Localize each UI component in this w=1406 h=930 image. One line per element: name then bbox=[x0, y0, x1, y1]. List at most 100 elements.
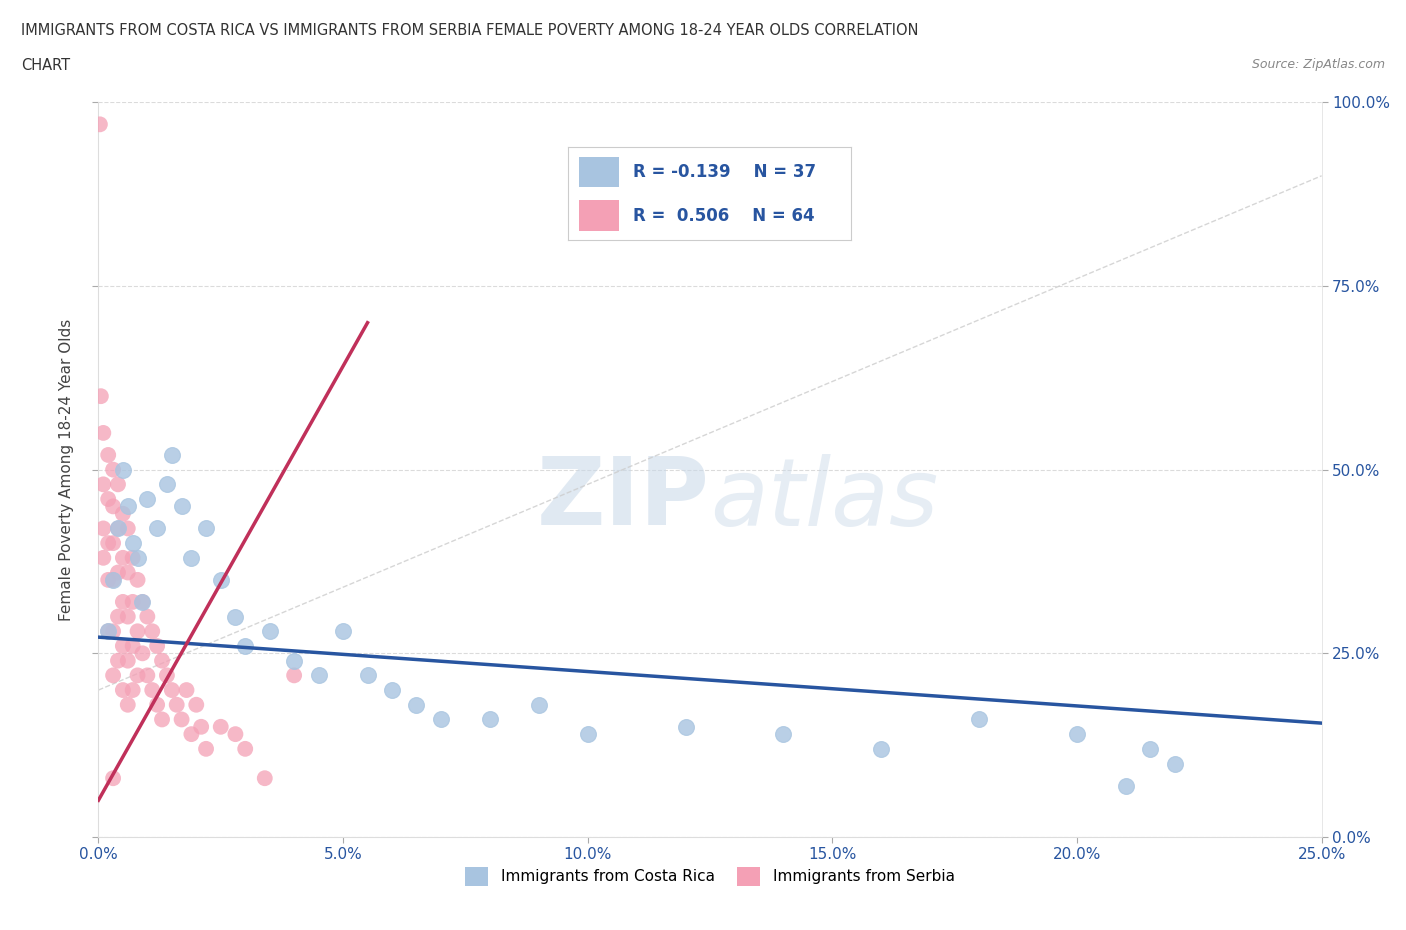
Point bbox=[195, 741, 218, 756]
Point bbox=[176, 683, 198, 698]
Point bbox=[253, 771, 276, 786]
Text: IMMIGRANTS FROM COSTA RICA VS IMMIGRANTS FROM SERBIA FEMALE POVERTY AMONG 18-24 : IMMIGRANTS FROM COSTA RICA VS IMMIGRANTS… bbox=[21, 23, 918, 38]
Point bbox=[209, 573, 232, 588]
Point bbox=[90, 389, 112, 404]
FancyBboxPatch shape bbox=[579, 201, 619, 232]
Point bbox=[166, 698, 188, 712]
Point bbox=[224, 726, 246, 741]
Point bbox=[160, 447, 183, 462]
Point bbox=[772, 726, 794, 741]
Point bbox=[156, 477, 179, 492]
Point bbox=[141, 624, 163, 639]
Point bbox=[170, 498, 193, 513]
Point bbox=[91, 521, 114, 536]
Text: Source: ZipAtlas.com: Source: ZipAtlas.com bbox=[1251, 58, 1385, 71]
Point bbox=[141, 683, 163, 698]
Point bbox=[117, 609, 139, 624]
Point bbox=[150, 653, 173, 668]
Point bbox=[91, 551, 114, 565]
Text: atlas: atlas bbox=[710, 454, 938, 545]
Text: ZIP: ZIP bbox=[537, 453, 710, 545]
Text: R = -0.139    N = 37: R = -0.139 N = 37 bbox=[633, 163, 817, 181]
Point bbox=[101, 536, 124, 551]
Point bbox=[101, 462, 124, 477]
FancyBboxPatch shape bbox=[579, 157, 619, 188]
Legend: Immigrants from Costa Rica, Immigrants from Serbia: Immigrants from Costa Rica, Immigrants f… bbox=[460, 861, 960, 892]
Point bbox=[127, 573, 149, 588]
Point bbox=[967, 712, 990, 727]
Point bbox=[1115, 778, 1137, 793]
Point bbox=[160, 683, 183, 698]
Point bbox=[111, 551, 134, 565]
Point bbox=[136, 609, 159, 624]
Point bbox=[186, 698, 208, 712]
Point bbox=[117, 498, 139, 513]
Point bbox=[136, 668, 159, 683]
Point bbox=[91, 477, 114, 492]
Point bbox=[527, 698, 550, 712]
Point bbox=[405, 698, 427, 712]
Point bbox=[111, 506, 134, 521]
Point bbox=[111, 639, 134, 654]
Point bbox=[111, 683, 134, 698]
Point bbox=[146, 698, 169, 712]
Point bbox=[127, 668, 149, 683]
Point bbox=[131, 594, 153, 609]
Point bbox=[127, 624, 149, 639]
Point bbox=[107, 565, 129, 580]
Point bbox=[101, 771, 124, 786]
Point bbox=[180, 551, 202, 565]
Point bbox=[430, 712, 453, 727]
Point bbox=[478, 712, 501, 727]
Point bbox=[356, 668, 378, 683]
Text: R =  0.506    N = 64: R = 0.506 N = 64 bbox=[633, 206, 815, 225]
Point bbox=[170, 712, 193, 727]
Point bbox=[107, 609, 129, 624]
Point bbox=[233, 741, 256, 756]
Point bbox=[1139, 741, 1161, 756]
Point bbox=[308, 668, 330, 683]
Point bbox=[121, 639, 143, 654]
Point bbox=[97, 536, 120, 551]
Point bbox=[107, 521, 129, 536]
Point bbox=[870, 741, 893, 756]
Point bbox=[101, 498, 124, 513]
Point bbox=[97, 573, 120, 588]
Point bbox=[136, 492, 159, 507]
Point bbox=[131, 646, 153, 661]
Point bbox=[209, 720, 232, 735]
Point bbox=[117, 698, 139, 712]
Point bbox=[111, 594, 134, 609]
Point bbox=[107, 521, 129, 536]
Point bbox=[107, 653, 129, 668]
Point bbox=[127, 551, 149, 565]
Point bbox=[283, 653, 305, 668]
Point bbox=[576, 726, 599, 741]
Point bbox=[1164, 756, 1187, 771]
Point bbox=[101, 668, 124, 683]
Point bbox=[107, 477, 129, 492]
Point bbox=[150, 712, 173, 727]
Point bbox=[89, 117, 111, 132]
Point bbox=[381, 683, 404, 698]
Point bbox=[101, 573, 124, 588]
Point bbox=[180, 726, 202, 741]
Point bbox=[156, 668, 179, 683]
Point bbox=[195, 521, 218, 536]
Point bbox=[131, 594, 153, 609]
Point bbox=[97, 624, 120, 639]
Point bbox=[121, 551, 143, 565]
Point bbox=[283, 668, 305, 683]
Point bbox=[101, 573, 124, 588]
Point bbox=[1066, 726, 1088, 741]
Point bbox=[111, 462, 134, 477]
Point bbox=[97, 447, 120, 462]
Point bbox=[190, 720, 212, 735]
Point bbox=[675, 720, 697, 735]
Point bbox=[117, 521, 139, 536]
Point bbox=[101, 624, 124, 639]
Y-axis label: Female Poverty Among 18-24 Year Olds: Female Poverty Among 18-24 Year Olds bbox=[59, 318, 75, 621]
Point bbox=[121, 683, 143, 698]
Point bbox=[117, 653, 139, 668]
Point bbox=[121, 536, 143, 551]
